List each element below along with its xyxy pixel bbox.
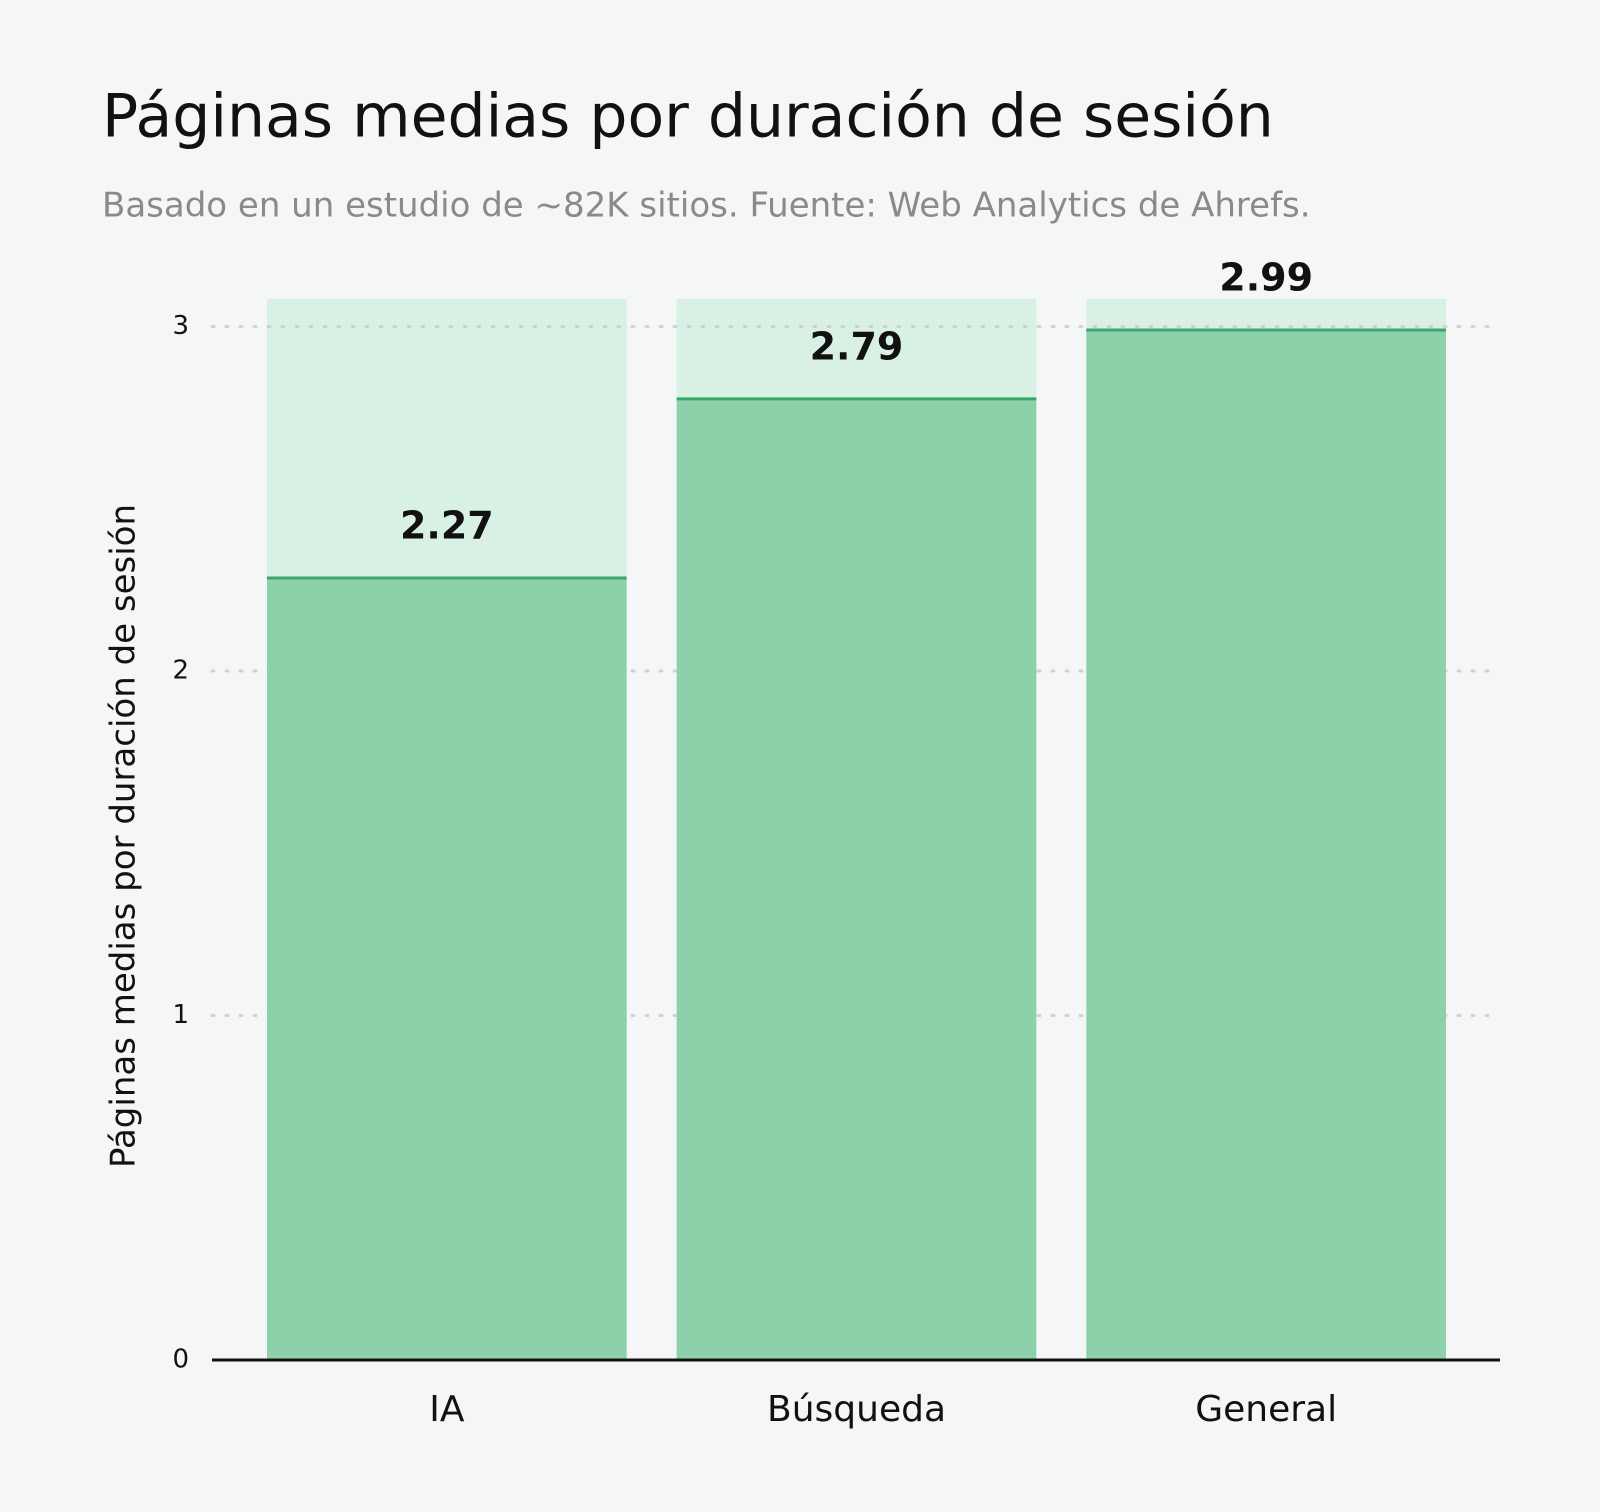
- y-tick-label: 3: [172, 311, 189, 341]
- x-tick-label: General: [1195, 1389, 1337, 1430]
- bar: [266, 578, 627, 1360]
- x-tick-label: IA: [429, 1389, 465, 1430]
- value-label: 2.79: [810, 324, 904, 368]
- bar: [1086, 330, 1447, 1361]
- x-tick-label: Búsqueda: [767, 1389, 946, 1430]
- y-tick-label: 2: [172, 656, 189, 686]
- value-label: 2.99: [1219, 256, 1313, 300]
- chart-subtitle: Basado en un estudio de ~82K sitios. Fue…: [102, 186, 1311, 226]
- y-tick-label: 0: [172, 1345, 189, 1375]
- value-label: 2.27: [400, 504, 494, 548]
- y-tick-label: 1: [172, 1000, 189, 1030]
- y-axis-label: Páginas medias por duración de sesión: [104, 504, 144, 1168]
- bar: [676, 398, 1037, 1360]
- chart-title: Páginas medias por duración de sesión: [102, 82, 1274, 152]
